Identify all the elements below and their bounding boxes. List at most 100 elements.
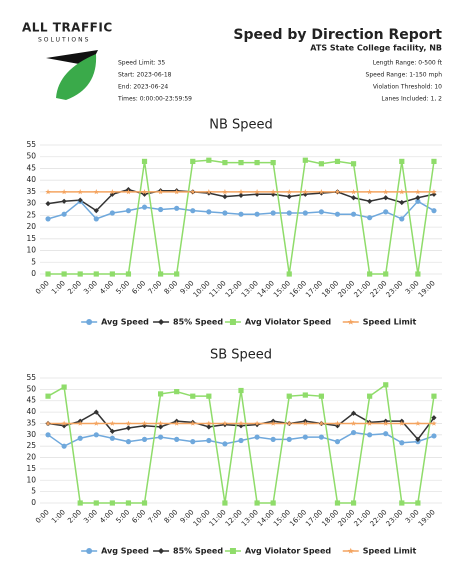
x-tick-label: 4:00: [98, 508, 115, 525]
marker-star: [350, 420, 357, 426]
marker-square: [190, 393, 196, 399]
marker-square: [367, 271, 373, 277]
x-tick-label: 3:00: [82, 508, 99, 525]
marker-star: [270, 420, 276, 426]
marker-square: [318, 161, 324, 167]
y-tick-label: 35: [26, 418, 36, 427]
x-tick-label: 20:00: [336, 508, 356, 528]
marker-star: [383, 189, 389, 195]
x-tick-label: 22:00: [369, 279, 389, 299]
chart-title: NB Speed: [209, 118, 273, 133]
marker-star: [238, 420, 244, 426]
info-right: Violation Threshold: 10: [373, 84, 442, 91]
marker-circle: [270, 436, 276, 442]
marker-square: [141, 500, 148, 506]
marker-square: [318, 393, 324, 399]
marker-star: [173, 189, 180, 195]
marker-circle: [318, 434, 324, 440]
marker-star: [45, 420, 51, 426]
marker-diamond: [206, 424, 212, 430]
marker-diamond: [158, 548, 165, 554]
marker-circle: [141, 436, 148, 442]
marker-diamond: [93, 409, 99, 415]
marker-star: [109, 420, 116, 426]
marker-square: [399, 158, 405, 165]
legend-label: Avg Violator Speed: [245, 547, 331, 556]
marker-circle: [222, 441, 228, 447]
marker-circle: [93, 216, 99, 222]
x-tick-label: 23:00: [385, 279, 405, 299]
marker-square: [45, 271, 51, 277]
marker-circle: [399, 216, 405, 222]
marker-star: [286, 420, 292, 426]
x-tick-label: 8:00: [163, 508, 180, 525]
y-tick-label: 15: [26, 464, 36, 473]
y-tick-label: 55: [26, 373, 36, 382]
x-tick-label: 18:00: [320, 508, 340, 528]
marker-diamond: [109, 428, 115, 435]
marker-square: [254, 500, 260, 506]
marker-star: [302, 420, 309, 426]
x-tick-label: 2:00: [66, 279, 83, 296]
marker-diamond: [334, 423, 341, 429]
marker-diamond: [270, 191, 276, 197]
marker-circle: [206, 437, 212, 444]
marker-circle: [61, 443, 67, 449]
marker-diamond: [399, 199, 405, 206]
marker-square: [174, 271, 180, 277]
x-tick-label: 21:00: [353, 279, 373, 299]
x-tick-label: 16:00: [288, 279, 308, 299]
marker-star: [222, 189, 228, 195]
marker-diamond: [238, 423, 244, 429]
marker-diamond: [415, 436, 421, 442]
y-tick-label: 50: [26, 152, 36, 161]
marker-diamond: [350, 195, 357, 201]
y-tick-label: 30: [26, 430, 36, 439]
x-tick-label: 7:00: [147, 508, 164, 525]
marker-circle: [45, 432, 51, 438]
marker-star: [109, 189, 116, 195]
marker-diamond: [158, 319, 165, 325]
series-line: [48, 159, 435, 275]
marker-star: [399, 420, 405, 426]
marker-circle: [77, 435, 83, 441]
y-tick-label: 20: [26, 222, 36, 231]
x-tick-label: 1:00: [50, 508, 67, 525]
x-tick-label: 16:00: [288, 508, 308, 528]
legend-label: Avg Violator Speed: [245, 318, 331, 327]
y-tick-label: 55: [26, 140, 36, 149]
marker-star: [157, 189, 164, 195]
marker-star: [431, 420, 437, 426]
y-tick-label: 25: [26, 210, 36, 219]
marker-star: [61, 189, 67, 195]
y-tick-label: 20: [26, 453, 36, 462]
marker-circle: [141, 204, 148, 210]
marker-square: [158, 391, 164, 397]
x-tick-label: 5:00: [114, 508, 131, 525]
y-tick-label: 35: [26, 187, 36, 196]
logo-subtext: SOLUTIONS: [38, 37, 90, 44]
marker-star: [125, 189, 132, 195]
marker-square: [431, 158, 437, 165]
marker-star: [415, 189, 421, 195]
legend-label: Speed Limit: [363, 547, 417, 556]
marker-diamond: [125, 425, 132, 431]
x-tick-label: 6:00: [131, 508, 148, 525]
marker-star: [318, 420, 325, 426]
marker-star: [431, 189, 437, 195]
marker-star: [399, 189, 405, 195]
x-tick-label: 13:00: [240, 508, 260, 528]
legend-label: Avg Speed: [101, 547, 149, 556]
marker-star: [254, 420, 260, 426]
x-tick-label: 0:00: [34, 279, 51, 296]
marker-square: [367, 393, 373, 399]
x-tick-label: 6:00: [131, 279, 148, 296]
marker-square: [350, 500, 357, 506]
marker-star: [350, 189, 357, 195]
marker-star: [141, 420, 148, 426]
marker-square: [334, 500, 341, 506]
marker-star: [347, 318, 354, 325]
marker-circle: [383, 431, 389, 437]
info-left: Start: 2023-06-18: [118, 72, 172, 79]
marker-diamond: [93, 208, 99, 214]
